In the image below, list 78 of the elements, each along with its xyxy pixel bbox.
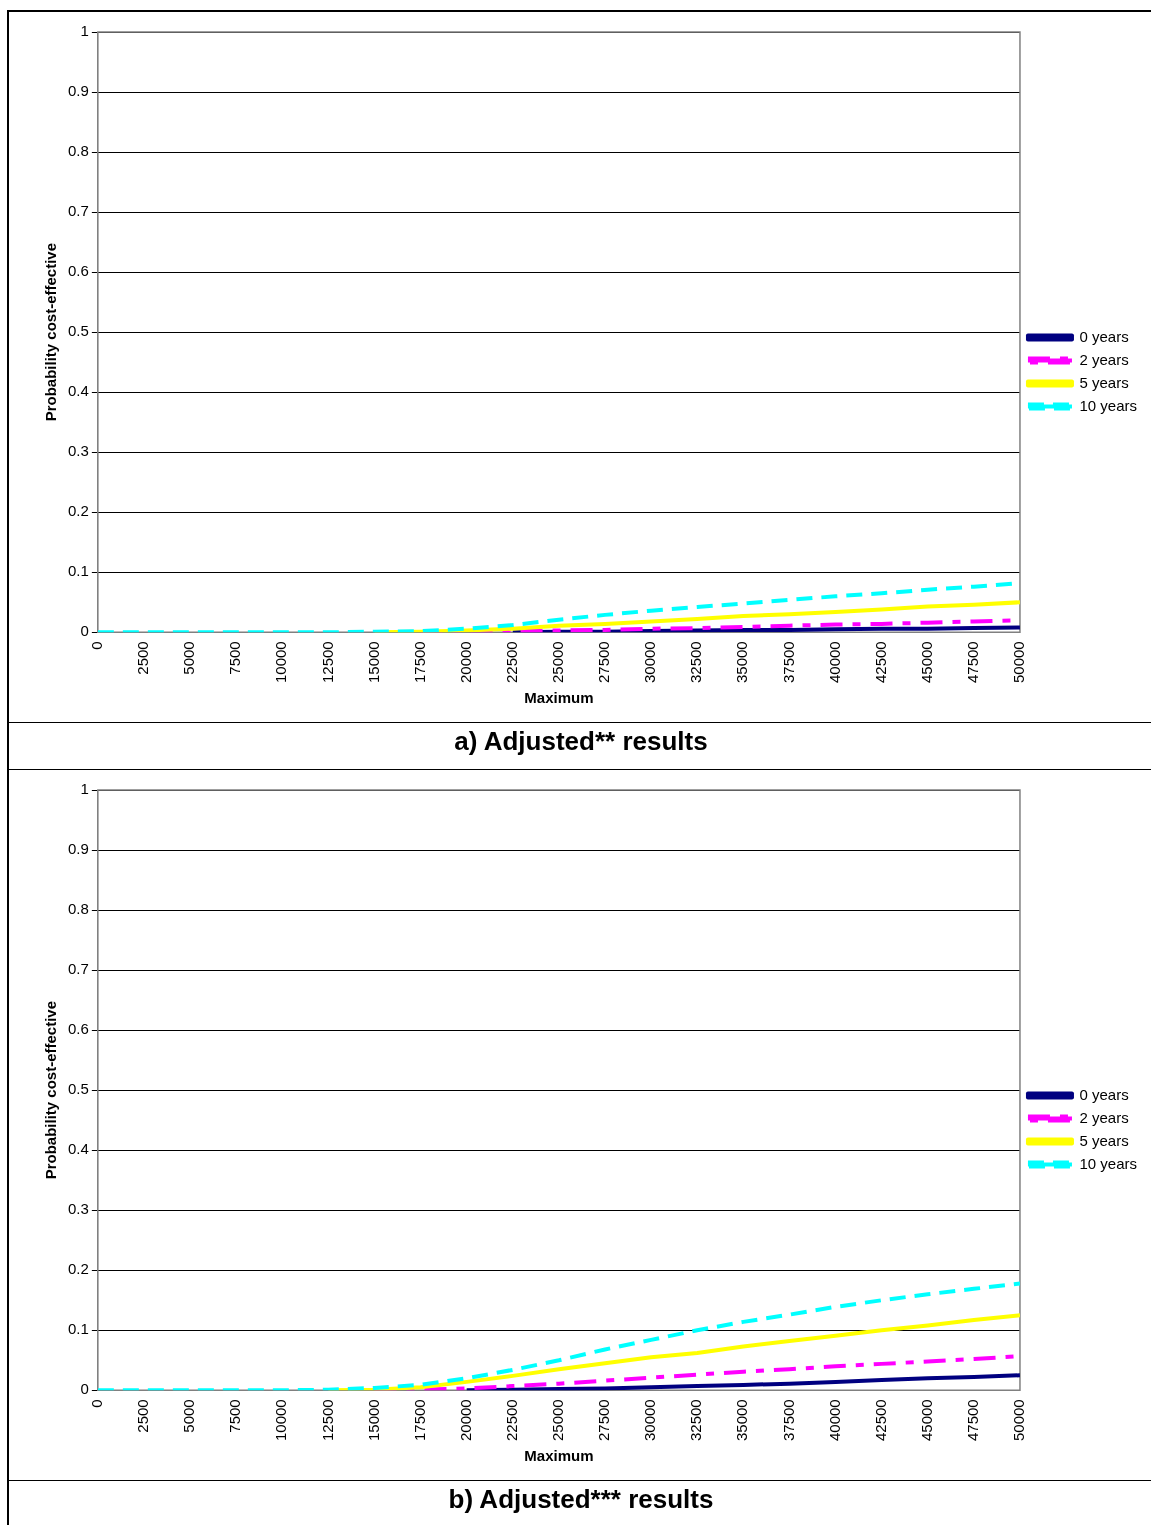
y-tick-label: 0.5	[67, 322, 89, 340]
x-tick-label: 35000	[733, 1399, 751, 1442]
y-tick-label: 1	[80, 22, 89, 40]
x-tick-label: 50000	[1010, 641, 1028, 684]
x-axis-title: Maximum	[524, 1447, 594, 1465]
x-tick-label: 0	[87, 641, 105, 650]
x-tick-label: 2500	[134, 641, 152, 675]
x-tick-label: 20000	[456, 641, 474, 684]
x-tick-label: 32500	[687, 1399, 705, 1442]
y-tick-label: 0.7	[67, 202, 89, 220]
x-tick-label: 12500	[318, 1399, 336, 1442]
legend-label: 2 years	[1079, 1108, 1129, 1126]
legend-label: 0 years	[1079, 1085, 1129, 1103]
x-tick-label: 30000	[641, 1399, 659, 1442]
x-tick-label: 35000	[733, 641, 751, 684]
x-tick-label: 15000	[364, 1399, 382, 1442]
x-tick-label: 25000	[549, 1399, 567, 1442]
x-tick-label: 40000	[825, 641, 843, 684]
y-tick-label: 0	[80, 622, 89, 640]
y-tick-label: 0.5	[67, 1080, 89, 1098]
x-tick-label: 32500	[687, 641, 705, 684]
y-tick-label: 0.3	[67, 442, 89, 460]
x-tick-label: 30000	[641, 641, 659, 684]
x-tick-label: 7500	[226, 1399, 244, 1433]
x-tick-label: 45000	[917, 641, 935, 684]
x-tick-label: 37500	[779, 1399, 797, 1442]
text: a) Adjusted** results	[9, 722, 1151, 769]
y-tick-label: 1	[80, 780, 89, 798]
x-tick-label: 47500	[964, 641, 981, 684]
legend-label: 10 years	[1079, 1154, 1138, 1172]
legend-label: 2 years	[1079, 350, 1129, 368]
x-tick-label: 47500	[964, 1399, 981, 1442]
legend-label: 5 years	[1079, 373, 1129, 391]
y-tick-label: 0.1	[67, 1320, 89, 1338]
y-tick-label: 0.8	[67, 900, 89, 918]
y-tick-label: 0.6	[67, 262, 89, 280]
legend-label: 5 years	[1079, 1131, 1129, 1149]
x-tick-label: 5000	[180, 641, 198, 675]
x-tick-label: 50000	[1010, 1399, 1028, 1442]
x-tick-label: 40000	[825, 1399, 843, 1442]
x-tick-label: 7500	[226, 641, 244, 675]
x-tick-label: 22500	[502, 1399, 520, 1442]
legend-label: 0 years	[1079, 327, 1129, 345]
x-tick-label: 22500	[502, 641, 520, 684]
x-tick-label: 45000	[917, 1399, 935, 1442]
text: b) Adjusted*** results	[9, 1480, 1151, 1525]
y-tick-label: 0.7	[67, 960, 89, 978]
x-tick-label: 37500	[779, 641, 797, 684]
x-tick-label: 27500	[595, 641, 613, 684]
x-tick-label: 25000	[549, 641, 567, 684]
y-tick-label: 0	[80, 1380, 89, 1398]
y-tick-label: 0.2	[67, 502, 89, 520]
y-tick-label: 0.9	[67, 840, 89, 858]
y-tick-label: 0.1	[67, 562, 89, 580]
y-tick-label: 0.6	[67, 1020, 89, 1038]
y-axis-title: Probability cost-effective	[42, 242, 60, 422]
y-tick-label: 0.8	[67, 142, 89, 160]
x-tick-label: 0	[87, 1399, 105, 1408]
y-axis-title: Probability cost-effective	[42, 1000, 60, 1180]
x-tick-label: 12500	[318, 641, 336, 684]
x-tick-label: 10000	[272, 1399, 290, 1442]
x-tick-label: 27500	[595, 1399, 613, 1442]
x-tick-label: 42500	[871, 641, 889, 684]
y-tick-label: 0.3	[67, 1200, 89, 1218]
x-tick-label: 5000	[180, 1399, 198, 1433]
y-tick-label: 0.2	[67, 1260, 89, 1278]
x-tick-label: 15000	[364, 641, 382, 684]
x-tick-label: 2500	[134, 1399, 152, 1433]
x-tick-label: 20000	[456, 1399, 474, 1442]
x-tick-label: 10000	[272, 641, 290, 684]
x-tick-label: 42500	[871, 1399, 889, 1442]
x-axis-title: Maximum	[524, 689, 594, 707]
y-tick-label: 0.4	[67, 382, 89, 400]
y-tick-label: 0.4	[67, 1140, 89, 1158]
x-tick-label: 17500	[410, 641, 428, 684]
y-tick-label: 0.9	[67, 82, 89, 100]
x-tick-label: 17500	[410, 1399, 428, 1442]
legend-label: 10 years	[1079, 396, 1138, 414]
